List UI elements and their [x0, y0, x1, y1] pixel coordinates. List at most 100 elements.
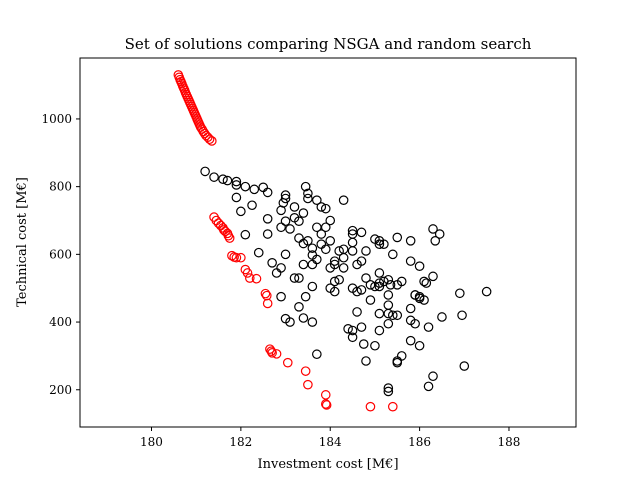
data-point	[385, 280, 396, 290]
plot-frame	[79, 57, 577, 428]
data-point	[428, 371, 438, 382]
data-point	[289, 273, 300, 283]
data-point	[365, 280, 376, 290]
data-point	[374, 239, 385, 249]
data-point	[374, 308, 385, 319]
data-point	[361, 356, 371, 366]
data-point	[300, 291, 311, 302]
data-point	[325, 215, 336, 226]
data-point	[428, 224, 438, 234]
data-point	[343, 324, 353, 334]
data-point	[338, 263, 349, 273]
data-point	[419, 276, 429, 287]
data-point	[271, 349, 282, 359]
data-point	[419, 295, 429, 305]
data-point	[231, 180, 242, 190]
data-point	[316, 229, 327, 239]
data-point	[352, 307, 362, 317]
data-point	[231, 176, 242, 187]
data-point	[247, 200, 257, 211]
data-point	[280, 249, 291, 260]
data-point	[227, 250, 237, 261]
data-point	[329, 286, 340, 297]
data-point	[298, 313, 309, 323]
data-point	[405, 256, 416, 266]
data-point	[414, 261, 425, 271]
data-point	[374, 278, 385, 288]
data-point	[224, 233, 235, 243]
x-axis-label: Investment cost [M€]	[257, 457, 398, 472]
data-point	[282, 357, 293, 368]
data-point	[329, 276, 340, 287]
data-point	[242, 268, 253, 278]
data-point	[405, 236, 416, 246]
data-point	[430, 236, 441, 246]
data-point	[325, 236, 336, 246]
data-point	[294, 233, 304, 243]
data-point	[405, 303, 416, 314]
data-point	[320, 399, 331, 409]
data-point	[423, 381, 434, 392]
data-point	[370, 340, 380, 351]
data-point	[209, 172, 219, 182]
data-point	[374, 325, 385, 336]
data-point	[329, 259, 340, 270]
data-point	[387, 249, 398, 260]
data-point	[352, 286, 362, 297]
y-tick-label: 200	[49, 383, 72, 397]
points-layer	[173, 70, 492, 412]
data-point	[356, 285, 367, 295]
data-point	[245, 273, 255, 283]
data-point	[236, 206, 246, 217]
data-point	[316, 202, 327, 212]
data-point	[303, 193, 313, 204]
data-point	[410, 318, 420, 329]
data-point	[374, 236, 385, 246]
data-point	[276, 291, 286, 302]
data-point	[285, 224, 295, 234]
data-point	[358, 339, 369, 349]
data-point	[320, 390, 331, 400]
data-point	[300, 181, 311, 192]
chart-title: Set of solutions comparing NSGA and rand…	[125, 35, 532, 53]
x-tick-label: 184	[319, 435, 342, 449]
data-point	[276, 263, 286, 273]
data-point	[258, 182, 269, 193]
data-point	[262, 187, 273, 198]
data-point	[303, 188, 313, 199]
data-point	[266, 346, 277, 356]
data-point	[251, 273, 262, 284]
data-point	[262, 229, 273, 239]
data-point	[200, 166, 210, 177]
data-point	[204, 134, 215, 145]
data-point	[361, 246, 371, 256]
data-point	[236, 252, 246, 263]
data-point	[240, 229, 251, 240]
data-point	[374, 268, 385, 278]
data-point	[303, 379, 313, 390]
data-point	[207, 136, 217, 146]
x-tick-label: 188	[498, 435, 521, 449]
data-point	[383, 386, 394, 397]
data-point	[321, 400, 332, 410]
data-point	[347, 229, 358, 239]
data-point	[365, 401, 376, 412]
y-tick-label: 800	[49, 180, 72, 194]
data-point	[338, 195, 349, 205]
data-point	[267, 348, 277, 358]
y-axis-ticks: 200 400 600 800 1000	[41, 112, 80, 397]
y-tick-label: 400	[49, 315, 72, 329]
y-tick-label: 600	[49, 247, 72, 261]
data-point	[361, 273, 371, 283]
data-point	[455, 288, 465, 299]
data-point	[347, 246, 358, 256]
data-point	[387, 401, 398, 412]
data-point	[307, 281, 318, 292]
data-point	[307, 259, 318, 270]
data-point	[223, 230, 234, 241]
data-point	[347, 237, 358, 248]
data-point	[218, 174, 228, 184]
data-point	[414, 340, 425, 351]
data-point	[347, 225, 358, 236]
